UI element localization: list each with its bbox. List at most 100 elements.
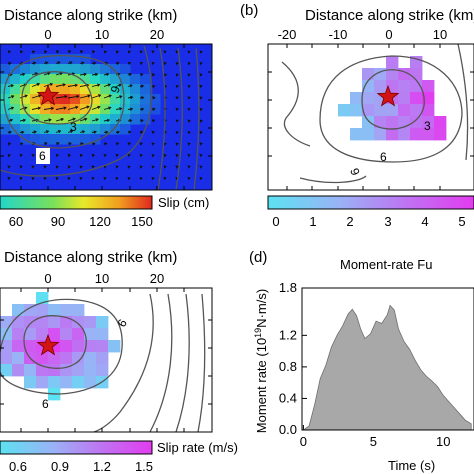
slip-vector-head <box>8 61 12 65</box>
slip-vector-head <box>119 107 123 111</box>
patch-cell <box>24 316 37 329</box>
patch-cell <box>12 352 25 365</box>
slip-cell <box>0 114 11 125</box>
slip-vector-head <box>79 50 84 54</box>
panel-c-frame <box>0 287 213 433</box>
panel-a-cb-tick-150: 150 <box>131 214 153 229</box>
slip-vector-head <box>151 61 155 65</box>
panel-a-tick-20: 20 <box>150 27 164 42</box>
slip-cell <box>30 64 41 75</box>
slip-cell <box>80 64 91 75</box>
patch-cell <box>362 68 375 81</box>
patch-cell <box>362 92 375 105</box>
slip-cell <box>130 114 141 125</box>
panel-d-ylabel: Moment rate (1019N·m/s) <box>253 289 269 433</box>
patch-cell <box>108 340 121 353</box>
panel-a-top-ticks: 0 10 20 <box>44 27 164 42</box>
slip-cell <box>70 104 81 115</box>
slip-vector-head <box>151 176 155 181</box>
slip-vector <box>55 107 66 110</box>
panel-c-cb-tick-15: 1.5 <box>135 459 153 474</box>
slip-cell <box>140 114 151 125</box>
panel-b-cb-tick-0: 0 <box>272 214 279 229</box>
slip-cell <box>80 134 91 145</box>
slip-cell <box>50 74 61 85</box>
panel-b-top-ticks: -20 -10 0 10 <box>278 27 448 42</box>
slip-vector-head <box>37 106 42 110</box>
slip-vector-head <box>38 94 42 98</box>
slip-vector-head <box>21 130 25 134</box>
slip-cell <box>110 64 121 75</box>
slip-vector-head <box>116 130 121 134</box>
slip-cell <box>120 124 131 135</box>
panel-a-cb-tick-90: 90 <box>51 214 65 229</box>
slip-vector-head <box>104 142 108 146</box>
slip-cell <box>70 84 81 95</box>
panel-c-contour-label-6b: 6 <box>42 397 49 411</box>
slip-cell <box>50 94 61 105</box>
panel-b-cb-tick-4: 4 <box>421 214 428 229</box>
slip-vector <box>7 95 14 99</box>
slip-vector-head <box>103 176 107 181</box>
slip-cell <box>80 94 91 105</box>
slip-vector-head <box>8 130 13 134</box>
slip-vector-head <box>106 72 110 76</box>
panel-a-cb-tick-120: 120 <box>89 214 111 229</box>
panel-a-axis-title: Distance along strike (km) <box>4 7 177 24</box>
y-tick-label: 1.8 <box>279 280 297 295</box>
slip-vector-head <box>97 94 102 98</box>
slip-vector-head <box>91 176 95 181</box>
slip-vector <box>103 84 111 87</box>
slip-vector-head <box>81 130 86 134</box>
slip-vector-head <box>96 83 101 87</box>
slip-vector-head <box>74 83 79 88</box>
patch-cell <box>422 104 435 117</box>
slip-vector-head <box>63 106 67 110</box>
slip-vector-head <box>22 118 27 122</box>
slip-cell <box>140 104 151 115</box>
patch-cell <box>84 364 97 377</box>
slip-vector <box>67 84 78 87</box>
slip-cell <box>100 84 111 95</box>
slip-cell <box>0 94 11 105</box>
patch-cell <box>72 304 85 317</box>
slip-vector <box>91 73 98 76</box>
slip-cell <box>90 94 101 105</box>
slip-cell <box>90 74 101 85</box>
panel-b-cb-tick-5: 5 <box>458 214 465 229</box>
slip-vector <box>79 118 87 122</box>
panel-d-xlabel: Time (s) <box>388 458 435 473</box>
slip-cell <box>130 74 141 85</box>
panel-b-contour-6 <box>319 55 463 163</box>
slip-cell <box>50 84 61 95</box>
panel-d-title: Moment-rate Fu <box>340 257 432 272</box>
patch-cell <box>362 128 375 141</box>
panel-a-contour-18 <box>193 47 200 191</box>
slip-vector-head <box>199 73 203 77</box>
slip-cell <box>0 84 11 95</box>
slip-cell <box>130 84 141 95</box>
panel-c-tick-10: 10 <box>95 271 109 286</box>
slip-vector <box>91 84 100 87</box>
slip-vector-head <box>139 50 143 54</box>
slip-vector-head <box>76 94 80 99</box>
slip-vector-head <box>7 165 11 169</box>
slip-vector-head <box>79 176 83 181</box>
slip-vector-head <box>139 130 144 134</box>
panel-c-cb-tick-06: 0.6 <box>9 459 27 474</box>
slip-cell <box>10 124 21 135</box>
slip-vector-head <box>7 153 11 158</box>
slip-vector-head <box>60 117 65 122</box>
slip-vector-head <box>34 72 39 76</box>
patch-cell <box>36 328 49 341</box>
slip-vector-head <box>199 61 203 66</box>
slip-cell <box>90 104 101 115</box>
patch-cell <box>362 104 375 117</box>
patch-cell <box>386 116 399 129</box>
hypocenter-star-c <box>36 333 60 356</box>
patch-cell <box>96 340 109 353</box>
patch-cell <box>36 352 49 365</box>
slip-vector-head <box>139 142 143 146</box>
panel-a-colorbar-label: Slip (cm) <box>158 195 209 210</box>
panel-a-tick-0: 0 <box>44 27 51 42</box>
